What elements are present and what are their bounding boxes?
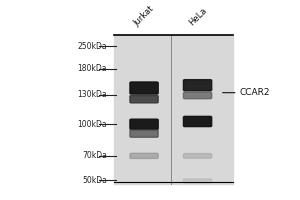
FancyBboxPatch shape — [183, 154, 212, 158]
FancyBboxPatch shape — [183, 92, 212, 99]
FancyBboxPatch shape — [130, 153, 158, 158]
FancyBboxPatch shape — [183, 179, 212, 183]
Bar — [114, 35, 233, 184]
Text: CCAR2: CCAR2 — [239, 88, 270, 97]
FancyBboxPatch shape — [183, 80, 212, 91]
FancyBboxPatch shape — [130, 82, 158, 94]
Text: 130kDa: 130kDa — [77, 90, 107, 99]
FancyBboxPatch shape — [130, 130, 158, 137]
Text: Jurkat: Jurkat — [132, 4, 156, 28]
FancyBboxPatch shape — [130, 95, 158, 103]
Text: 70kDa: 70kDa — [82, 151, 107, 160]
Text: 100kDa: 100kDa — [77, 120, 107, 129]
FancyBboxPatch shape — [183, 116, 212, 127]
Text: 50kDa: 50kDa — [82, 176, 107, 185]
Text: 250kDa: 250kDa — [77, 42, 107, 51]
Text: HeLa: HeLa — [187, 6, 208, 28]
Text: 180kDa: 180kDa — [77, 64, 107, 73]
FancyBboxPatch shape — [130, 119, 158, 129]
